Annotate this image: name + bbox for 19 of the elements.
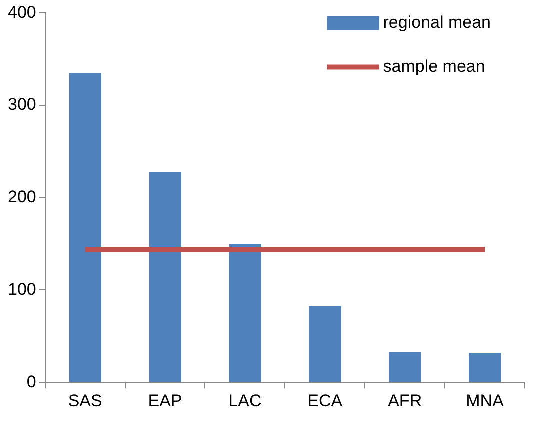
bar (229, 244, 262, 382)
bar (69, 73, 102, 382)
x-tick-label: SAS (68, 391, 102, 410)
y-tick-label: 400 (8, 2, 36, 22)
y-tick-label: 300 (8, 95, 36, 114)
x-tick-label: MNA (466, 391, 505, 410)
bar (149, 172, 182, 382)
y-tick-label: 100 (8, 280, 36, 299)
bar (389, 352, 422, 382)
legend-label: regional mean (383, 12, 492, 32)
y-tick-label: 0 (26, 372, 36, 392)
x-tick-label: AFR (388, 391, 422, 410)
bar (309, 306, 342, 382)
y-tick-label: 200 (8, 188, 36, 207)
legend-label: sample mean (383, 56, 486, 76)
x-tick-label: LAC (228, 391, 262, 410)
x-tick-label: ECA (308, 391, 344, 410)
bar (469, 353, 502, 382)
x-tick-label: EAP (148, 391, 182, 410)
